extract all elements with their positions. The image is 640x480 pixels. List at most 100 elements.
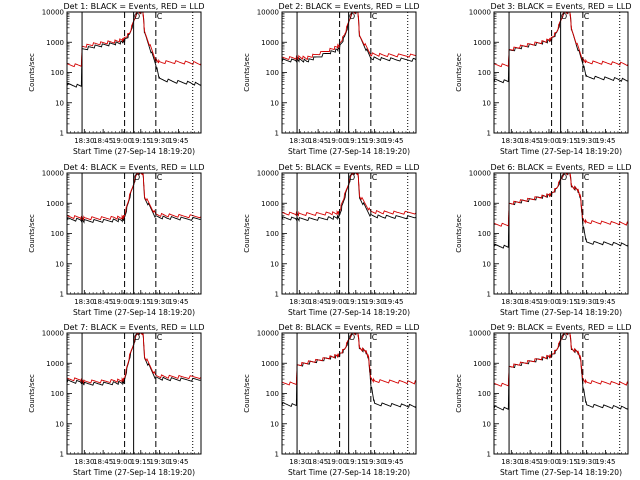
y-tick-label: 1 xyxy=(487,291,491,299)
plot-frame xyxy=(66,332,202,455)
y-tick-label: 100 xyxy=(478,69,491,77)
x-tick-label: 19:00 xyxy=(112,298,132,306)
x-tick-label: 19:15 xyxy=(346,298,366,306)
plot-frame xyxy=(281,332,417,455)
x-tick-label: 19:45 xyxy=(383,458,403,466)
chart-panel-9: Det 9: BLACK = Events, RED = LLD Counts/s… xyxy=(455,323,631,477)
x-tick-label: 18:30 xyxy=(74,298,94,306)
x-axis-label: Start Time (27-Sep-14 18:19:20) xyxy=(73,468,195,477)
x-tick-label: 19:30 xyxy=(577,458,597,466)
x-tick-label: 19:15 xyxy=(346,137,366,145)
annotation-c: C xyxy=(157,333,163,342)
annotation-c: C xyxy=(372,173,378,182)
x-tick-label: 18:30 xyxy=(289,458,309,466)
chart-panel-1: Det 1: BLACK = Events, RED = LLD Counts/s… xyxy=(28,2,204,156)
lld-series-line xyxy=(493,11,629,68)
x-axis-label: Start Time (27-Sep-14 18:19:20) xyxy=(288,468,410,477)
annotation-o: O xyxy=(561,173,567,182)
annotation-c: C xyxy=(584,173,590,182)
x-tick-label: 18:30 xyxy=(74,137,94,145)
x-tick-label: 19:45 xyxy=(168,298,188,306)
x-tick-label: 18:45 xyxy=(308,458,328,466)
x-axis-label: Start Time (27-Sep-14 18:19:20) xyxy=(288,308,410,317)
y-tick-label: 1000 xyxy=(261,200,279,208)
y-tick-label: 1 xyxy=(487,130,491,138)
x-tick-label: 19:15 xyxy=(558,458,578,466)
y-tick-label: 1000 xyxy=(46,360,64,368)
chart-title: Det 8: BLACK = Events, RED = LLD xyxy=(279,323,420,332)
chart-panel-4: Det 4: BLACK = Events, RED = LLD Counts/s… xyxy=(28,163,204,317)
x-tick-label: 18:45 xyxy=(93,458,113,466)
y-tick-label: 100 xyxy=(51,69,64,77)
annotation-o: O xyxy=(349,12,355,21)
annotation-o: O xyxy=(561,12,567,21)
y-tick-label: 100 xyxy=(266,69,279,77)
y-tick-label: 10 xyxy=(270,260,279,268)
x-tick-label: 19:45 xyxy=(168,458,188,466)
y-tick-label: 1000 xyxy=(473,200,491,208)
x-tick-label: 19:15 xyxy=(558,298,578,306)
y-tick-label: 1 xyxy=(487,451,491,459)
y-tick-label: 100 xyxy=(266,230,279,238)
y-tick-label: 10000 xyxy=(257,9,279,17)
y-tick-label: 10000 xyxy=(42,330,64,338)
y-axis-label: Counts/sec xyxy=(455,214,463,253)
y-tick-label: 1000 xyxy=(473,360,491,368)
x-tick-label: 19:00 xyxy=(112,137,132,145)
x-tick-label: 19:30 xyxy=(365,137,385,145)
x-tick-label: 19:00 xyxy=(539,298,559,306)
annotation-o: O xyxy=(134,12,140,21)
x-tick-label: 18:45 xyxy=(308,298,328,306)
y-tick-label: 1 xyxy=(60,291,64,299)
events-series-line xyxy=(66,11,202,88)
y-tick-label: 10 xyxy=(55,420,64,428)
x-tick-label: 19:15 xyxy=(131,458,151,466)
x-tick-label: 19:00 xyxy=(539,458,559,466)
annotation-o: O xyxy=(349,333,355,342)
x-axis-label: Start Time (27-Sep-14 18:19:20) xyxy=(73,147,195,156)
annotation-c: C xyxy=(157,173,163,182)
chart-panel-8: Det 8: BLACK = Events, RED = LLD Counts/s… xyxy=(243,323,419,477)
annotation-o: O xyxy=(134,173,140,182)
x-axis-label: Start Time (27-Sep-14 18:19:20) xyxy=(73,308,195,317)
y-axis-label: Counts/sec xyxy=(243,53,251,92)
y-tick-label: 1 xyxy=(275,130,279,138)
y-axis-label: Counts/sec xyxy=(455,374,463,413)
plot-frame xyxy=(493,332,629,455)
x-tick-label: 19:15 xyxy=(558,137,578,145)
x-tick-label: 19:00 xyxy=(539,137,559,145)
x-axis-label: Start Time (27-Sep-14 18:19:20) xyxy=(500,308,622,317)
y-tick-label: 10 xyxy=(482,99,491,107)
y-tick-label: 100 xyxy=(478,230,491,238)
x-tick-label: 18:30 xyxy=(501,458,521,466)
lld-series-line xyxy=(281,11,417,61)
y-tick-label: 10 xyxy=(55,99,64,107)
plot-frame xyxy=(66,172,202,295)
x-tick-label: 19:30 xyxy=(577,137,597,145)
chart-title: Det 4: BLACK = Events, RED = LLD xyxy=(64,163,205,172)
chart-panel-5: Det 5: BLACK = Events, RED = LLD Counts/s… xyxy=(243,163,419,317)
chart-panel-2: Det 2: BLACK = Events, RED = LLD Counts/s… xyxy=(243,2,419,156)
chart-title: Det 1: BLACK = Events, RED = LLD xyxy=(64,2,205,11)
x-tick-label: 18:45 xyxy=(308,137,328,145)
x-tick-label: 19:45 xyxy=(595,458,615,466)
y-tick-label: 1000 xyxy=(261,360,279,368)
x-tick-label: 19:00 xyxy=(327,298,347,306)
x-tick-label: 19:30 xyxy=(365,458,385,466)
x-tick-label: 19:15 xyxy=(131,298,151,306)
y-tick-label: 1000 xyxy=(473,39,491,47)
y-tick-label: 10000 xyxy=(469,170,491,178)
annotation-o: O xyxy=(349,173,355,182)
annotation-o: O xyxy=(134,333,140,342)
y-tick-label: 100 xyxy=(51,390,64,398)
events-series-line xyxy=(281,172,417,223)
y-tick-label: 100 xyxy=(478,390,491,398)
x-tick-label: 19:45 xyxy=(383,137,403,145)
y-axis-label: Counts/sec xyxy=(455,53,463,92)
chart-panel-6: Det 6: BLACK = Events, RED = LLD Counts/s… xyxy=(455,163,631,317)
lld-series-line xyxy=(66,172,202,221)
y-tick-label: 100 xyxy=(266,390,279,398)
x-tick-label: 19:45 xyxy=(595,298,615,306)
lld-series-line xyxy=(66,332,202,384)
events-series-line xyxy=(281,11,417,64)
